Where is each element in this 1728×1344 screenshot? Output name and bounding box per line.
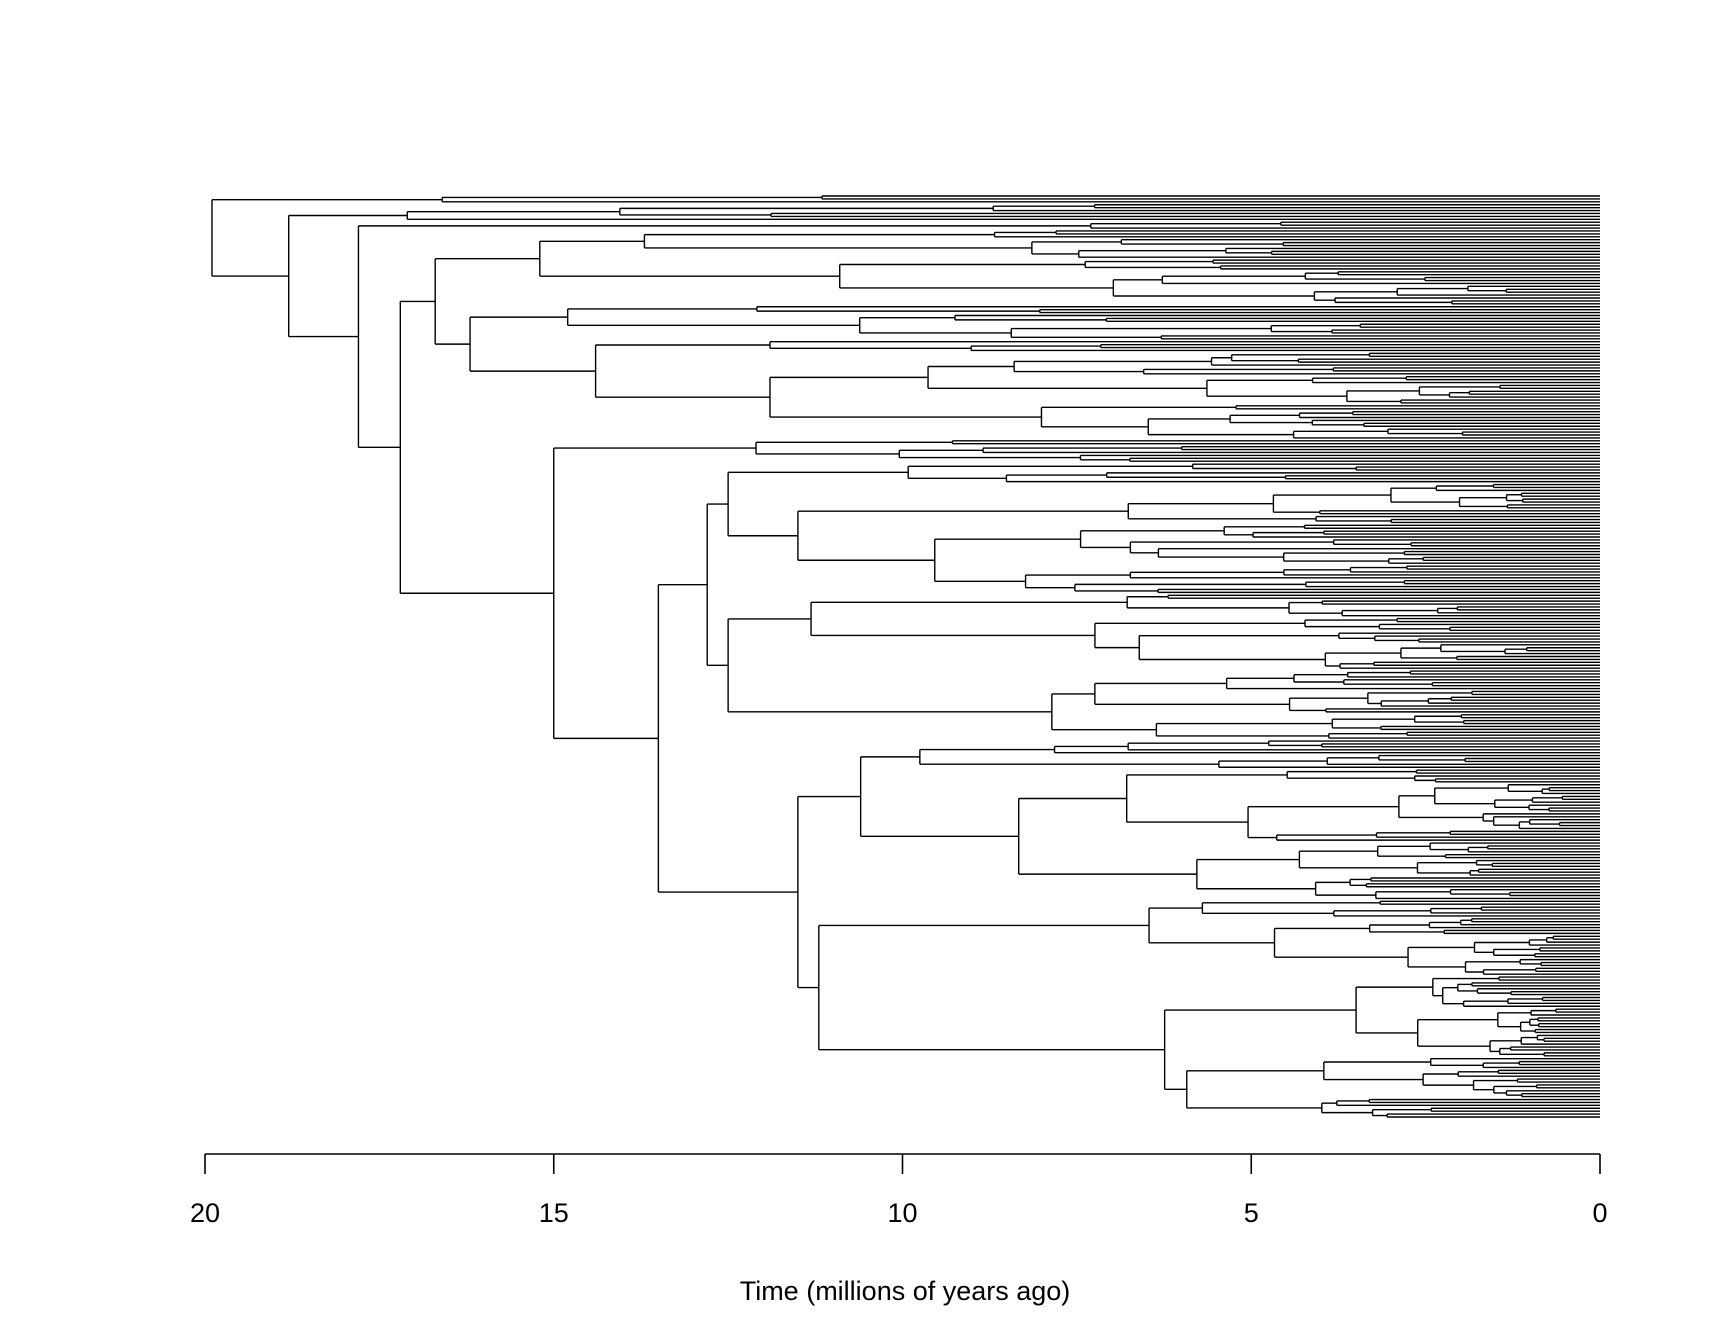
x-axis: 20 15 10 5 0 <box>190 1153 1608 1228</box>
x-tick-label: 15 <box>539 1198 569 1228</box>
x-tick-label: 20 <box>190 1198 220 1228</box>
x-tick-label: 0 <box>1592 1198 1607 1228</box>
x-axis-label: Time (millions of years ago) <box>740 1276 1071 1306</box>
x-tick-label: 5 <box>1244 1198 1259 1228</box>
tree <box>211 195 1600 1118</box>
x-tick-label: 10 <box>887 1198 917 1228</box>
